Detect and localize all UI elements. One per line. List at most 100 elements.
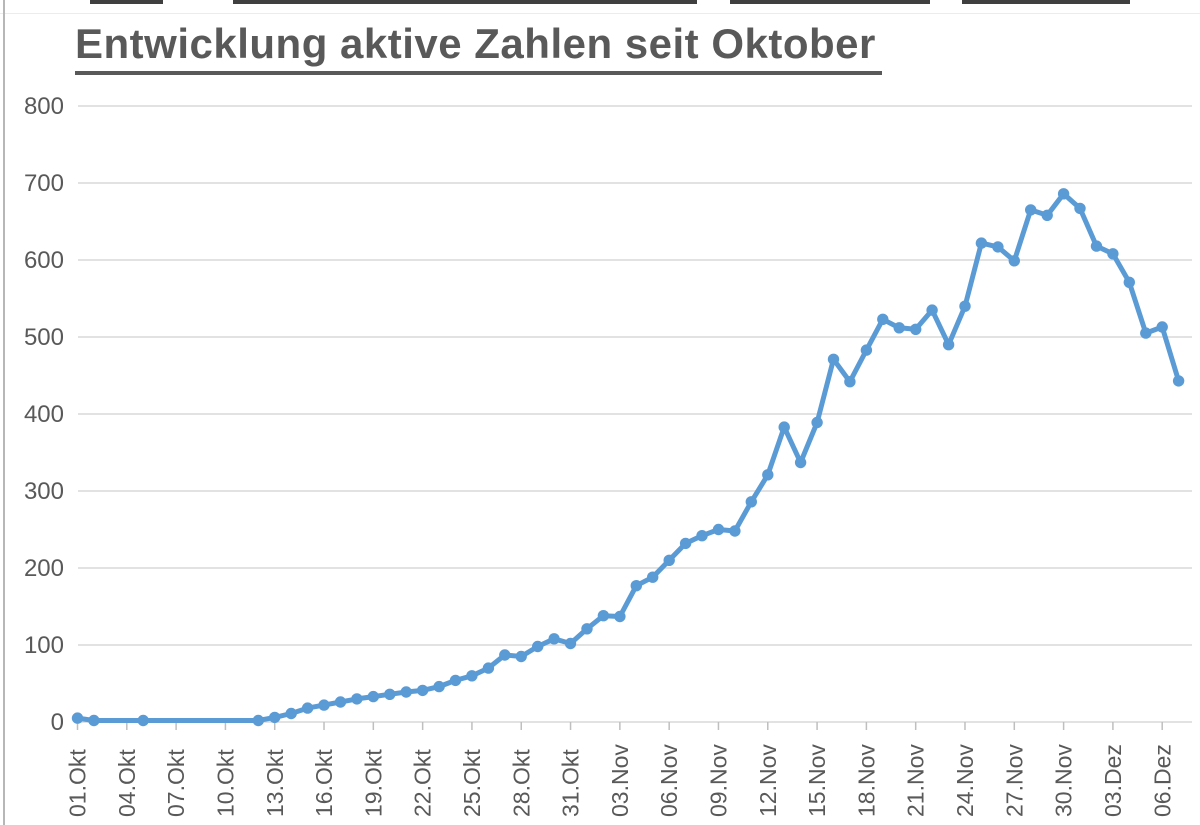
x-tick-label: 03.Dez [1100, 744, 1126, 817]
series-marker [1123, 276, 1136, 288]
series-marker [745, 496, 757, 508]
series-marker [581, 623, 593, 635]
x-tick-label: 28.Okt [508, 749, 534, 817]
series-marker [334, 696, 347, 708]
y-tick-label: 800 [24, 93, 64, 120]
series-marker [137, 714, 149, 727]
x-tick-label: 13.Okt [262, 749, 288, 817]
series-marker [893, 322, 905, 334]
cell-border-left [3, 0, 5, 825]
series-marker [351, 693, 363, 705]
series-marker [564, 637, 577, 650]
series-marker [318, 699, 330, 711]
series-marker [1041, 209, 1053, 221]
series-marker [663, 554, 675, 566]
series-marker [482, 662, 495, 674]
x-tick-label: 22.Okt [410, 749, 436, 817]
cropped-row-artifact [90, 0, 163, 4]
y-tick-label: 0 [51, 709, 64, 736]
series-marker [1057, 188, 1070, 200]
y-tick-label: 100 [24, 632, 64, 659]
series-marker [252, 714, 264, 727]
x-tick-label: 30.Nov [1051, 744, 1077, 817]
series-line [75, 191, 1182, 723]
series-marker [712, 523, 725, 536]
x-tick-label: 21.Nov [903, 744, 929, 817]
sheet-gridline [0, 13, 1200, 14]
x-tick-label: 12.Nov [755, 744, 781, 817]
series-marker [762, 469, 774, 481]
x-tick-label: 04.Okt [114, 749, 140, 817]
y-tick-label: 600 [24, 247, 64, 274]
x-tick-label: 25.Okt [459, 749, 485, 817]
series-marker [679, 537, 692, 550]
y-tick-label: 200 [24, 555, 64, 582]
x-tick-label: 31.Okt [558, 749, 584, 817]
series-marker [532, 640, 544, 653]
series-marker [416, 684, 429, 697]
x-tick-label: 27.Nov [1001, 744, 1027, 817]
x-tick-label: 09.Nov [706, 744, 732, 817]
x-tick-label: 06.Nov [656, 744, 682, 817]
series-marker [975, 237, 988, 249]
series-marker [269, 711, 281, 724]
series-marker [794, 456, 807, 469]
series-marker [811, 416, 823, 429]
series-marker [827, 353, 840, 365]
series-marker [449, 674, 462, 687]
series-marker [729, 525, 741, 537]
series-marker [959, 300, 971, 312]
series-marker [367, 690, 379, 703]
series-marker [926, 304, 938, 316]
y-tick-label: 400 [24, 401, 64, 428]
series-marker [614, 610, 626, 623]
series-marker [844, 376, 856, 388]
series-marker [877, 313, 889, 325]
x-tick-label: 19.Okt [360, 749, 386, 817]
series-marker [992, 241, 1004, 253]
series-marker [1008, 255, 1020, 267]
series-marker [778, 421, 790, 433]
series-marker [71, 712, 84, 724]
chart-title: Entwicklung aktive Zahlen seit Oktober [75, 20, 882, 75]
x-tick-label: 01.Okt [65, 749, 91, 817]
series-marker [1090, 240, 1103, 252]
series-marker [285, 707, 297, 720]
y-tick-label: 500 [24, 324, 64, 351]
cropped-row-artifact [962, 0, 1130, 4]
series-marker [548, 633, 560, 645]
series-marker [433, 680, 445, 693]
series-marker [1140, 327, 1152, 339]
y-tick-label: 300 [24, 478, 64, 505]
x-tick-label: 03.Nov [607, 744, 633, 817]
series-marker [597, 610, 610, 622]
series-marker [1107, 248, 1119, 260]
series-marker [647, 571, 659, 583]
series-marker [400, 686, 412, 698]
cropped-row-artifact [730, 0, 930, 4]
y-tick-label: 700 [24, 170, 64, 197]
series-marker [1025, 204, 1037, 216]
series-marker [384, 688, 396, 700]
series-marker [910, 323, 922, 335]
x-tick-label: 07.Okt [163, 749, 189, 817]
series-marker [466, 670, 478, 682]
series-marker [88, 714, 100, 727]
series-marker [1074, 202, 1086, 215]
series-marker [942, 339, 955, 351]
series-marker [696, 530, 708, 542]
series-marker [301, 702, 314, 714]
series-marker [515, 650, 527, 663]
series-marker [499, 649, 511, 661]
x-tick-label: 16.Okt [311, 749, 337, 817]
series-marker [630, 580, 642, 592]
series-marker [1172, 375, 1185, 387]
series-marker [1156, 321, 1168, 333]
cropped-row-artifact [233, 0, 697, 4]
x-tick-label: 15.Nov [804, 744, 830, 817]
x-tick-label: 10.Okt [212, 749, 238, 817]
x-tick-label: 06.Dez [1149, 744, 1175, 817]
x-tick-label: 18.Nov [853, 744, 879, 817]
